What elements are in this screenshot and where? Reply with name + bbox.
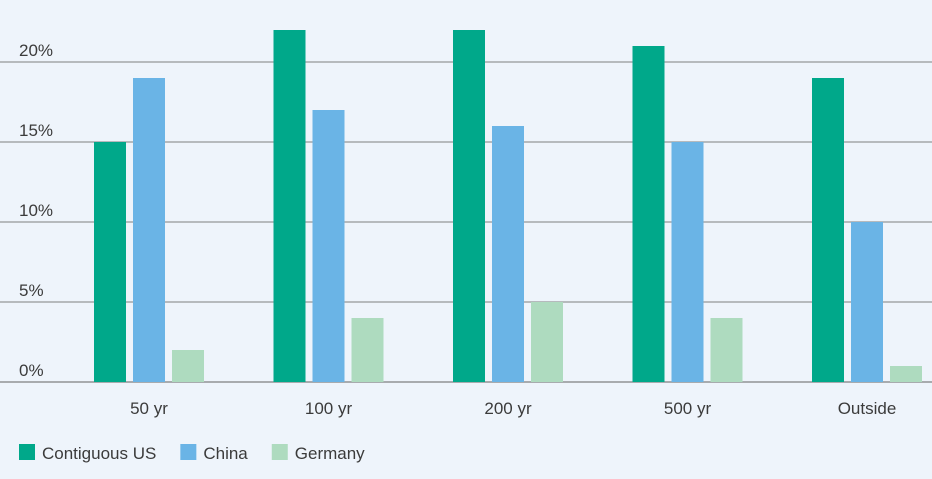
bar-china-4 — [851, 222, 883, 382]
bar-china-1 — [312, 110, 345, 382]
bars — [94, 30, 922, 382]
x-category-label: Outside — [838, 399, 897, 418]
y-tick-label: 5% — [19, 281, 44, 300]
bar-germany-4 — [890, 366, 922, 382]
y-tick-label: 10% — [19, 201, 53, 220]
legend-swatch — [180, 444, 197, 460]
legend-label: China — [203, 444, 248, 463]
bar-contiguous-us-3 — [632, 46, 665, 382]
y-tick-label: 15% — [19, 121, 53, 140]
x-category-label: 100 yr — [305, 399, 353, 418]
legend-swatch — [271, 444, 288, 460]
legend-label: Germany — [295, 444, 365, 463]
bar-contiguous-us-2 — [453, 30, 485, 382]
y-tick-label: 0% — [19, 361, 44, 380]
x-category-label: 500 yr — [664, 399, 712, 418]
bar-germany-3 — [710, 318, 743, 382]
bar-germany-0 — [172, 350, 204, 382]
y-tick-label: 20% — [19, 41, 53, 60]
bar-contiguous-us-1 — [273, 30, 306, 382]
legend-label: Contiguous US — [42, 444, 156, 463]
bar-germany-1 — [351, 318, 384, 382]
bar-contiguous-us-0 — [94, 142, 126, 382]
x-category-label: 200 yr — [484, 399, 532, 418]
bar-china-0 — [133, 78, 165, 382]
bar-china-2 — [492, 126, 524, 382]
bar-china-3 — [671, 142, 704, 382]
bar-contiguous-us-4 — [812, 78, 844, 382]
legend: Contiguous US China Germany — [19, 444, 365, 463]
bar-germany-2 — [531, 302, 563, 382]
x-axis-categories: 50 yr 100 yr 200 yr 500 yr Outside — [130, 399, 896, 418]
x-category-label: 50 yr — [130, 399, 168, 418]
legend-swatch — [19, 444, 35, 460]
y-axis-ticks: 0% 5% 10% 15% 20% — [19, 41, 53, 380]
